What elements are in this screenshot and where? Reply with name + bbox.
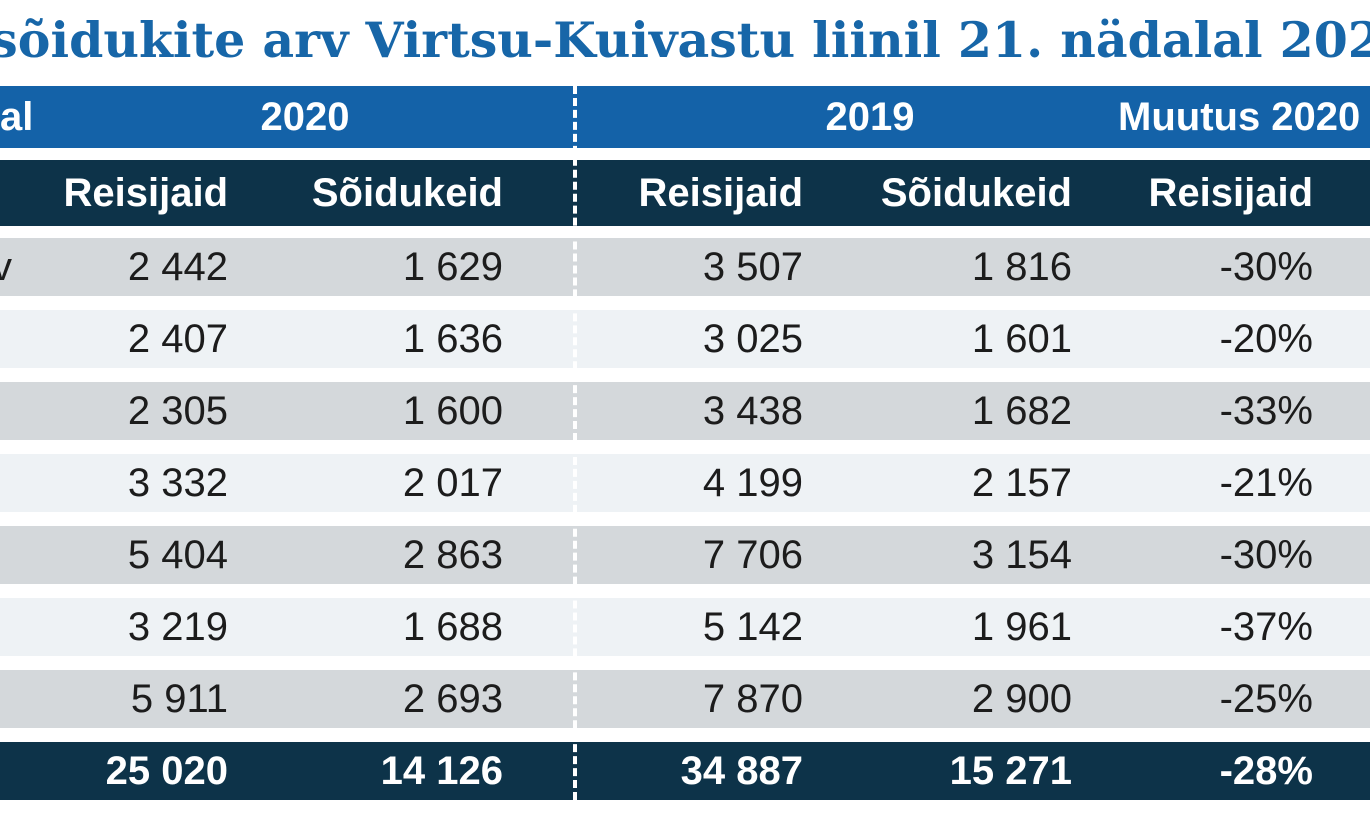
cell-vehicles-2020: 1 688	[402, 604, 503, 649]
cell-passengers-2020: 3 332	[127, 460, 228, 505]
year-header-bar: al 2020 2019 Muutus 2020	[0, 86, 1370, 148]
cell-passengers-2020: 2 442	[127, 244, 228, 289]
cell-passengers-2020: 5 404	[127, 532, 228, 577]
total-change: -28%	[1219, 748, 1313, 793]
col-header-passengers-2020: Reisijaid	[63, 170, 228, 215]
table-row: 5 404 2 863 7 706 3 154 -30%	[0, 526, 1370, 584]
row-label: v	[0, 244, 12, 289]
year-header-2020: 2020	[260, 94, 350, 139]
cell-passengers-2019: 3 438	[702, 388, 803, 433]
col-header-vehicles-2020: Sõidukeid	[311, 170, 503, 215]
cell-passengers-2020: 5 911	[130, 676, 228, 721]
cell-change: -25%	[1219, 676, 1313, 721]
cell-passengers-2019: 7 706	[702, 532, 803, 577]
year-header-change: Muutus 2020	[1118, 94, 1361, 139]
col-header-passengers-change: Reisijaid	[1148, 170, 1313, 215]
cell-vehicles-2019: 1 816	[971, 244, 1072, 289]
cell-vehicles-2020: 1 600	[402, 388, 503, 433]
cell-passengers-2020: 2 305	[127, 388, 228, 433]
cell-vehicles-2019: 1 961	[971, 604, 1072, 649]
cell-vehicles-2020: 2 863	[402, 532, 503, 577]
table-row: 2 407 1 636 3 025 1 601 -20%	[0, 310, 1370, 368]
table-row: 2 305 1 600 3 438 1 682 -33%	[0, 382, 1370, 440]
cell-vehicles-2019: 3 154	[971, 532, 1072, 577]
cell-passengers-2020: 3 219	[127, 604, 228, 649]
cell-change: -37%	[1219, 604, 1313, 649]
cell-vehicles-2019: 2 900	[971, 676, 1072, 721]
table-row: 3 332 2 017 4 199 2 157 -21%	[0, 454, 1370, 512]
year-header-first-col: al	[0, 94, 34, 139]
column-header-bar: Reisijaid Sõidukeid Reisijaid Sõidukeid …	[0, 160, 1370, 226]
cell-change: -30%	[1219, 244, 1313, 289]
cell-change: -20%	[1219, 316, 1313, 361]
total-vehicles-2019: 15 271	[949, 748, 1072, 793]
total-vehicles-2020: 14 126	[380, 748, 503, 793]
table-row: v 2 442 1 629 3 507 1 816 -30%	[0, 238, 1370, 296]
cell-passengers-2019: 4 199	[702, 460, 803, 505]
cell-vehicles-2019: 1 601	[971, 316, 1072, 361]
col-header-passengers-2019: Reisijaid	[638, 170, 803, 215]
cell-vehicles-2019: 1 682	[971, 388, 1072, 433]
cell-change: -33%	[1219, 388, 1313, 433]
cell-vehicles-2020: 2 017	[402, 460, 503, 505]
cell-passengers-2019: 3 025	[702, 316, 803, 361]
table-title-text: a sõidukite arv Virtsu-Kuivastu liinil 2…	[0, 11, 1370, 69]
cell-passengers-2019: 7 870	[702, 676, 803, 721]
cell-vehicles-2020: 2 693	[402, 676, 503, 721]
cell-passengers-2019: 5 142	[702, 604, 803, 649]
total-row: 25 020 14 126 34 887 15 271 -28%	[0, 742, 1370, 800]
year-divider	[573, 86, 577, 800]
table-row: 3 219 1 688 5 142 1 961 -37%	[0, 598, 1370, 656]
cell-vehicles-2020: 1 636	[402, 316, 503, 361]
cell-vehicles-2019: 2 157	[971, 460, 1072, 505]
col-header-vehicles-2019: Sõidukeid	[880, 170, 1072, 215]
year-header-2019: 2019	[825, 94, 915, 139]
cell-change: -21%	[1219, 460, 1313, 505]
total-passengers-2019: 34 887	[680, 748, 803, 793]
table-row: 5 911 2 693 7 870 2 900 -25%	[0, 670, 1370, 728]
cell-change: -30%	[1219, 532, 1313, 577]
table-title: a sõidukite arv Virtsu-Kuivastu liinil 2…	[0, 0, 1370, 84]
total-passengers-2020: 25 020	[105, 748, 228, 793]
cell-vehicles-2020: 1 629	[402, 244, 503, 289]
cell-passengers-2020: 2 407	[127, 316, 228, 361]
cell-passengers-2019: 3 507	[702, 244, 803, 289]
